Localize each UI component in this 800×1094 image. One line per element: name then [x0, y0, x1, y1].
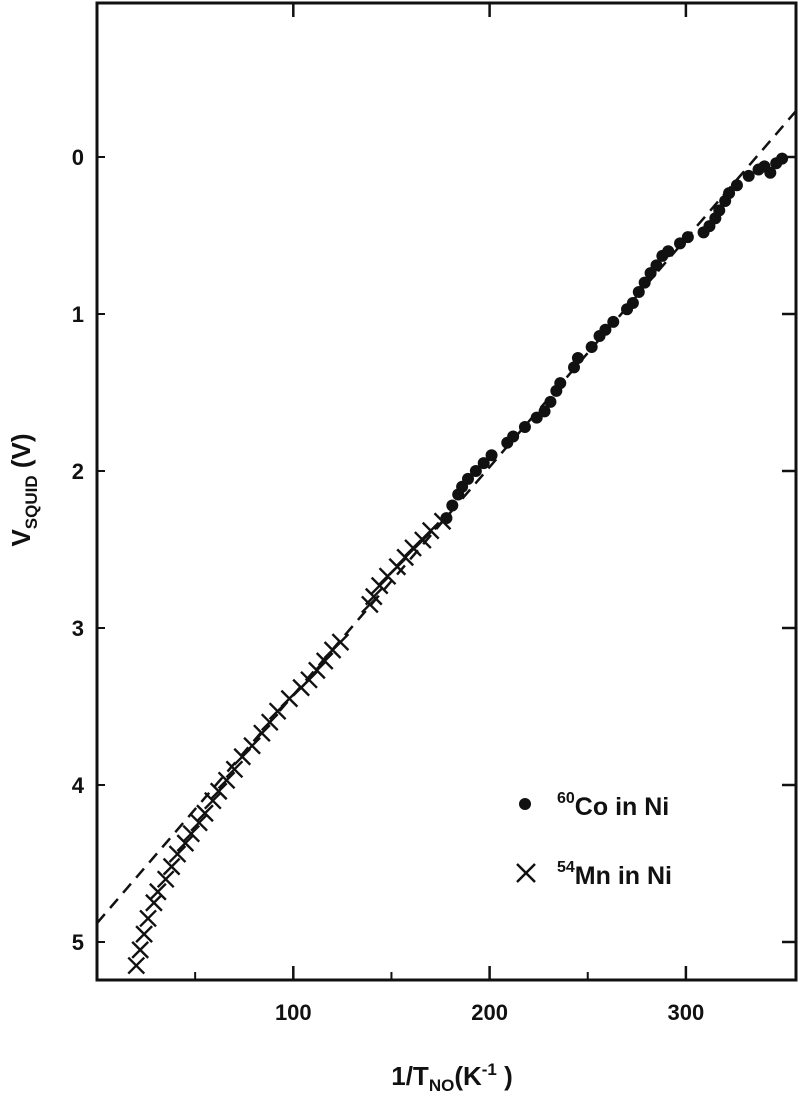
mn-point-20: [260, 713, 279, 732]
y-axis-title: VSQUID (V): [6, 433, 41, 546]
y-tick-label-5: 5: [72, 930, 84, 955]
mn-point-14: [209, 782, 228, 801]
co-point-5: [469, 465, 482, 477]
mn-point-4: [145, 893, 163, 912]
mn-point-16: [225, 760, 244, 779]
mn-point-12: [196, 804, 214, 823]
co-point-15: [554, 377, 567, 390]
mn-point-9: [176, 834, 195, 852]
co-point-21: [607, 315, 620, 328]
co-point-7: [485, 449, 498, 462]
co-point-27: [650, 259, 663, 272]
co-point-35: [713, 204, 726, 217]
legend-co-marker: [519, 798, 531, 810]
co-point-37: [723, 187, 736, 200]
co-point-6: [477, 457, 490, 470]
x-tick-label-200: 200: [471, 1000, 508, 1025]
mn-point-35: [404, 539, 422, 557]
tick-labels: 100 200 300 0 1 2 3 4 5: [72, 145, 705, 1025]
co-point-20: [599, 323, 612, 336]
mn-point-2: [135, 925, 153, 943]
mn-point-3: [139, 909, 157, 928]
co-point-1: [446, 499, 459, 512]
mn-point-7: [162, 857, 181, 876]
co-point-13: [544, 395, 557, 408]
co-point-10: [518, 421, 531, 434]
mn-point-5: [149, 882, 167, 901]
mn-point-19: [253, 724, 271, 743]
co-point-4: [462, 472, 475, 485]
y-tick-label-3: 3: [72, 616, 84, 641]
co-point-24: [632, 286, 645, 299]
y-tick-label-0: 0: [72, 145, 84, 170]
x-tick-label-100: 100: [275, 1000, 312, 1025]
co-point-38: [730, 179, 743, 192]
mn-point-1: [131, 941, 150, 959]
mn-point-30: [364, 587, 383, 606]
co-point-25: [638, 276, 651, 289]
y-tick-label-4: 4: [72, 773, 85, 798]
mn-point-6: [156, 870, 175, 889]
plot-frame: [95, 1, 798, 982]
mn-point-18: [243, 736, 261, 755]
mn-point-28: [331, 633, 350, 651]
co-point-17: [571, 351, 584, 364]
co-point-44: [776, 152, 789, 165]
legend-mn-marker: [516, 863, 536, 883]
mn-point-13: [203, 791, 222, 810]
mn-point-26: [315, 652, 334, 670]
mn-point-15: [217, 771, 236, 790]
co-point-12: [538, 405, 551, 418]
co-point-23: [626, 297, 639, 310]
mn-point-0: [127, 956, 146, 975]
legend-mn-label: 54Mn in Ni: [557, 859, 672, 890]
co-point-31: [681, 231, 694, 244]
co-point-29: [662, 245, 675, 258]
legend-co-label: 60Co in Ni: [557, 790, 669, 821]
x-tick-label-300: 300: [668, 1000, 705, 1025]
mn-point-11: [190, 813, 208, 832]
legend: 60Co in Ni 54Mn in Ni: [516, 790, 672, 890]
y-tick-label-2: 2: [72, 459, 84, 484]
co-point-39: [742, 169, 755, 182]
mn-point-37: [421, 521, 440, 540]
x-axis-title: 1/TNO(K-1 ): [391, 1060, 513, 1094]
co-point-18: [585, 340, 598, 353]
mn-point-8: [168, 845, 187, 863]
mn-point-10: [182, 824, 201, 843]
co-point-16: [568, 361, 581, 374]
co-point-9: [507, 430, 520, 443]
mn-point-38: [433, 512, 452, 531]
co-point-42: [764, 166, 777, 179]
data-points: [127, 152, 789, 975]
y-tick-label-1: 1: [72, 302, 84, 327]
